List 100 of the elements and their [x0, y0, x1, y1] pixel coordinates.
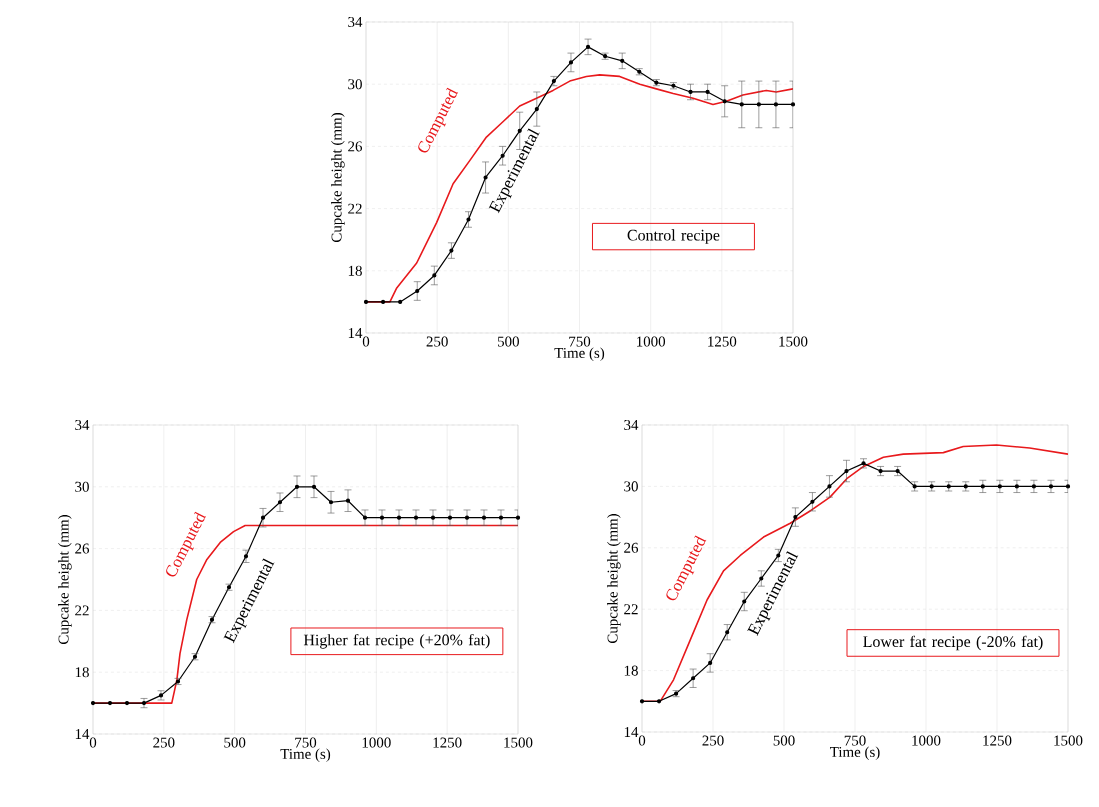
x-tick-label: 1500 — [504, 737, 533, 748]
x-tick-label: 0 — [89, 737, 97, 748]
y-axis-title: Cupcake height (mm) — [58, 515, 72, 645]
x-tick-label: 1500 — [779, 336, 808, 347]
point — [498, 515, 504, 520]
y-tick-label: 22 — [75, 605, 89, 616]
y-tick-label: 18 — [348, 265, 362, 276]
x-tick-label: 1500 — [1054, 735, 1083, 746]
point — [980, 484, 985, 489]
point — [277, 500, 283, 505]
y-tick-label: 30 — [75, 481, 89, 492]
point — [691, 676, 696, 681]
point — [362, 515, 368, 520]
y-tick-label: 14 — [75, 729, 90, 739]
point — [515, 515, 521, 520]
point — [464, 515, 470, 520]
x-tick-label: 1250 — [708, 336, 737, 347]
point — [810, 499, 815, 504]
point — [620, 58, 625, 63]
y-tick-label: 34 — [75, 419, 90, 431]
x-axis-title: Time (s) — [280, 748, 331, 763]
point — [413, 515, 419, 520]
point — [656, 699, 662, 704]
point — [1031, 484, 1037, 489]
point — [793, 515, 798, 520]
x-tick-label: 1000 — [912, 735, 941, 746]
x-axis-title: Time (s) — [554, 347, 605, 362]
y-tick-label: 22 — [348, 203, 362, 214]
point — [742, 599, 747, 604]
point — [481, 515, 487, 520]
point — [705, 89, 710, 95]
point — [124, 701, 130, 706]
y-tick-label: 30 — [624, 481, 638, 492]
x-tick-label: 1000 — [362, 737, 391, 748]
point — [380, 299, 386, 304]
point — [568, 60, 574, 65]
point — [430, 515, 436, 520]
x-tick-label: 750 — [295, 737, 317, 748]
y-tick-label: 14 — [624, 727, 639, 737]
x-tick-label: 750 — [844, 735, 866, 746]
point — [688, 89, 693, 95]
x-tick-label: 750 — [569, 336, 591, 347]
point — [90, 701, 96, 706]
y-tick-label: 14 — [348, 328, 363, 338]
point — [415, 288, 420, 294]
x-tick-label: 500 — [498, 336, 519, 347]
x-tick-label: 500 — [773, 735, 795, 746]
point — [534, 106, 539, 112]
point — [294, 484, 300, 489]
point — [725, 630, 730, 635]
point — [722, 99, 727, 104]
y-tick-label: 26 — [348, 141, 363, 152]
point — [585, 44, 591, 49]
point — [997, 484, 1002, 489]
point — [790, 102, 796, 107]
point — [379, 515, 385, 520]
annotation: Control recipe — [627, 229, 720, 244]
y-tick-label: 30 — [348, 79, 362, 90]
point — [107, 701, 113, 706]
x-tick-label: 1250 — [983, 735, 1012, 746]
point — [311, 484, 317, 489]
x-tick-label: 250 — [702, 735, 724, 746]
x-tick-label: 250 — [426, 336, 448, 347]
point — [773, 102, 779, 107]
x-tick-label: 1250 — [433, 737, 462, 748]
y-axis-title: Cupcake height (mm) — [607, 514, 621, 644]
point — [432, 273, 437, 278]
point — [827, 484, 832, 489]
annotation: Higher fat recipe (+20% fat) — [303, 633, 490, 649]
point — [1065, 484, 1071, 489]
point — [1048, 484, 1054, 489]
x-tick-label: 250 — [153, 737, 175, 748]
point — [449, 248, 454, 253]
x-tick-label: 0 — [638, 735, 646, 746]
point — [708, 660, 713, 666]
point — [639, 699, 645, 704]
point — [756, 102, 761, 107]
point — [447, 515, 453, 520]
x-tick-label: 1000 — [637, 336, 666, 347]
point — [396, 515, 402, 520]
point — [260, 515, 266, 520]
annotation: Lower fat recipe (-20% fat) — [863, 635, 1043, 651]
point — [739, 102, 744, 107]
x-tick-label: 500 — [224, 737, 246, 748]
x-tick-label: 0 — [362, 336, 370, 347]
x-axis-title: Time (s) — [830, 746, 880, 761]
point — [328, 500, 334, 505]
y-tick-label: 34 — [624, 419, 639, 431]
point — [466, 217, 471, 222]
y-tick-label: 22 — [624, 604, 638, 615]
y-tick-label: 34 — [348, 16, 363, 28]
point — [363, 299, 369, 304]
point — [1014, 484, 1019, 489]
point — [398, 299, 403, 304]
point — [844, 468, 849, 474]
point — [345, 498, 351, 503]
y-tick-label: 18 — [624, 665, 638, 676]
y-tick-label: 26 — [75, 543, 90, 554]
point — [483, 175, 488, 180]
y-tick-label: 26 — [624, 542, 639, 553]
